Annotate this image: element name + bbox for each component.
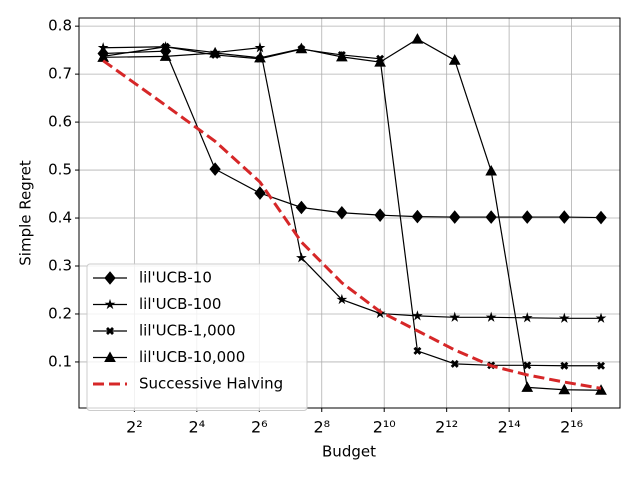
point [521,210,533,224]
point [450,359,459,368]
point [254,42,266,53]
legend-label: Successive Halving [139,375,283,393]
point [485,311,497,322]
plot-frame [78,17,621,409]
point [595,210,607,225]
y-tick-label: 0.7 [48,65,72,83]
y-tick-label: 0.3 [48,257,72,275]
point [295,200,308,215]
x-tick-label: 2¹² [435,418,458,437]
y-tick-label: 0.6 [48,113,72,131]
point [412,310,423,321]
point [595,384,607,395]
point [521,312,533,323]
point [560,361,569,370]
point [254,186,266,200]
point [597,361,606,370]
x-tick-label: 2⁴ [189,418,206,437]
point [336,205,348,220]
point [595,312,607,323]
point [336,293,348,305]
point [296,252,307,263]
legend-label: lil'UCB-10,000 [139,348,245,366]
legend-marker [106,327,114,335]
point [449,210,461,224]
point [97,42,109,53]
legend-label: lil'UCB-1,000 [139,322,236,340]
point [374,56,386,67]
y-tick-label: 0.5 [48,161,72,179]
x-tick-label: 2¹⁶ [560,418,583,437]
point [558,312,570,323]
legend-label: lil'UCB-10 [139,269,212,287]
point [449,311,461,322]
y-tick-label: 0.8 [48,17,72,35]
point [411,209,424,224]
x-tick-label: 2¹⁰ [373,418,396,437]
point [411,33,424,44]
series-line [102,59,602,390]
point [159,50,172,61]
point [161,42,170,51]
y-tick-label: 0.4 [48,209,72,227]
point [448,54,461,65]
x-tick-label: 2² [126,418,143,437]
y-tick-label: 0.2 [48,304,72,322]
point [485,210,497,224]
point [209,162,221,176]
x-tick-label: 2¹⁴ [498,418,521,437]
legend-box [86,263,308,411]
legend-marker [104,271,116,285]
point [336,50,348,62]
legend-label: lil'UCB-100 [139,295,221,313]
legend-marker [104,298,116,310]
point [558,383,571,395]
legend: lil'UCB-10 lil'UCB-100 lil'UCB-1,000 lil'UC… [86,263,308,411]
x-tick-label: 2⁸ [313,418,330,437]
point [558,210,570,224]
legend-marker [104,351,116,362]
y-tick-label: 0.1 [48,352,72,370]
x-axis-label: Budget [322,443,376,461]
point [209,46,221,58]
point [521,381,534,392]
point [523,361,532,370]
point [485,164,498,176]
point [413,346,422,355]
x-tick-label: 2⁶ [251,418,268,437]
point [374,208,386,222]
y-axis-label: Simple Regret [17,160,35,266]
point [254,51,266,63]
point [295,42,308,54]
